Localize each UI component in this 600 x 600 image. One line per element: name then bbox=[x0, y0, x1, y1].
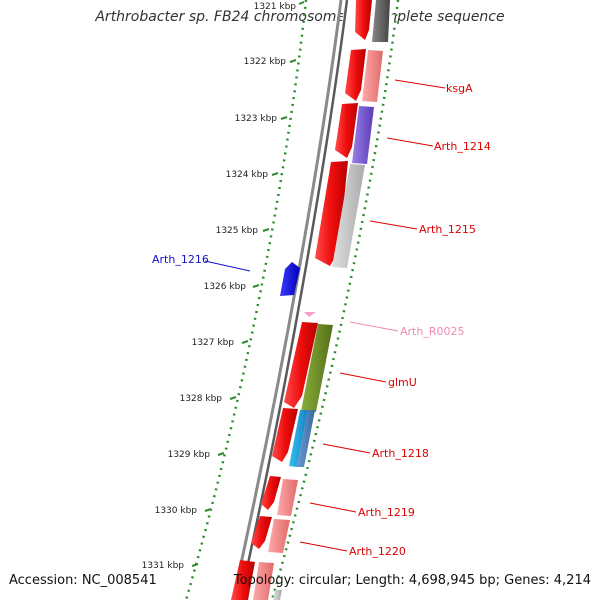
cog-box[interactable] bbox=[289, 410, 308, 467]
cds-arrow[interactable] bbox=[261, 476, 281, 510]
tick-label: 1322 kbp bbox=[244, 57, 287, 67]
leader-arth-1220 bbox=[299, 541, 348, 552]
leader-glmu bbox=[339, 372, 387, 383]
topology-text: Topology: circular; Length: 4,698,945 bp… bbox=[233, 573, 591, 588]
cds-arrow[interactable] bbox=[284, 322, 318, 408]
leader-ksga bbox=[394, 79, 446, 89]
tick-mark bbox=[191, 563, 199, 567]
cds-arrow[interactable] bbox=[272, 408, 298, 462]
tick-label: 1327 kbp bbox=[192, 338, 235, 348]
tick-mark bbox=[298, 1, 305, 5]
tick-label: 1326 kbp bbox=[204, 282, 247, 292]
gene-label-ksga[interactable]: ksgA bbox=[446, 82, 473, 95]
tick-mark bbox=[252, 284, 260, 288]
leader-arth-1214 bbox=[386, 137, 434, 147]
tick-mark bbox=[241, 340, 249, 344]
gene-label-arth-1218[interactable]: Arth_1218 bbox=[372, 447, 429, 460]
tick-mark bbox=[289, 59, 297, 63]
tick-mark bbox=[217, 452, 225, 456]
cog-box[interactable] bbox=[297, 410, 315, 467]
cds-arrow[interactable] bbox=[251, 516, 272, 549]
cog-box[interactable] bbox=[301, 324, 333, 412]
cds-arrow[interactable] bbox=[231, 560, 255, 600]
gene-labels: ksgA Arth_1214 Arth_1215 Arth_1216 Arth_… bbox=[152, 82, 491, 558]
backbone-inner bbox=[238, 0, 349, 600]
leader-arth-1215 bbox=[369, 220, 418, 230]
gene-label-arth-1215[interactable]: Arth_1215 bbox=[419, 223, 476, 236]
cog-box[interactable] bbox=[277, 479, 298, 516]
accession-text: Accession: NC_008541 bbox=[9, 573, 157, 588]
leader-arth-1219 bbox=[309, 502, 357, 513]
tick-label: 1328 kbp bbox=[180, 394, 223, 404]
gene-arth-1216[interactable] bbox=[280, 262, 300, 296]
cds-arrow[interactable] bbox=[345, 49, 366, 101]
cog-box[interactable] bbox=[352, 106, 374, 164]
cog-box[interactable] bbox=[253, 562, 274, 600]
tick-label: 1329 kbp bbox=[168, 450, 211, 460]
cds-arrow[interactable] bbox=[335, 103, 358, 158]
leader-arth-r0025 bbox=[349, 321, 399, 332]
label-leaders bbox=[204, 79, 446, 552]
tick-label: 1323 kbp bbox=[235, 114, 278, 124]
tick-marks bbox=[191, 1, 305, 567]
cog-box[interactable] bbox=[273, 590, 282, 600]
gene-label-glmu[interactable]: glmU bbox=[388, 376, 417, 389]
tick-mark bbox=[204, 508, 212, 512]
tick-label: 1330 kbp bbox=[155, 506, 198, 516]
tick-mark bbox=[229, 396, 237, 400]
rrna-marker[interactable] bbox=[304, 312, 316, 317]
tick-mark bbox=[280, 116, 288, 120]
cog-features bbox=[253, 0, 390, 600]
gene-label-arth-1219[interactable]: Arth_1219 bbox=[358, 506, 415, 519]
gene-label-arth-1220[interactable]: Arth_1220 bbox=[349, 545, 406, 558]
cog-box[interactable] bbox=[372, 0, 390, 42]
tick-label: 1331 kbp bbox=[142, 561, 185, 571]
gene-label-arth-1214[interactable]: Arth_1214 bbox=[434, 140, 491, 153]
tick-mark bbox=[271, 172, 279, 176]
tick-mark bbox=[262, 228, 270, 232]
leader-arth-1218 bbox=[322, 443, 371, 454]
tick-labels: 1321 kbp 1322 kbp 1323 kbp 1324 kbp 1325… bbox=[142, 2, 297, 571]
gene-label-arth-1216[interactable]: Arth_1216 bbox=[152, 253, 209, 266]
cog-box[interactable] bbox=[268, 519, 290, 553]
map-title: Arthrobacter sp. FB24 chromosome 1, comp… bbox=[95, 9, 505, 25]
cds-arrow[interactable] bbox=[355, 0, 372, 40]
tick-label: 1325 kbp bbox=[216, 226, 259, 236]
cog-box[interactable] bbox=[332, 164, 365, 268]
gene-label-arth-r0025[interactable]: Arth_R0025 bbox=[400, 325, 464, 338]
tick-label: 1324 kbp bbox=[226, 170, 269, 180]
cog-box[interactable] bbox=[362, 50, 383, 102]
tick-label: 1321 kbp bbox=[254, 2, 297, 12]
leader-arth-1216 bbox=[204, 260, 251, 272]
